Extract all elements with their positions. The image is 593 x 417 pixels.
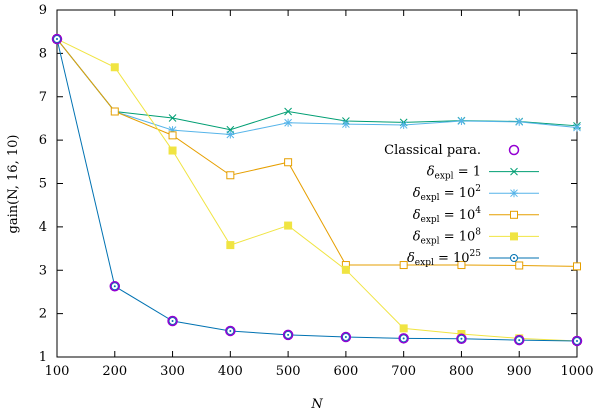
data-point xyxy=(284,330,293,339)
data-point xyxy=(571,335,583,347)
legend-entry: Classical para. xyxy=(384,143,520,158)
legend-swatch-marker xyxy=(508,144,520,156)
y-tick-label: 8 xyxy=(39,46,47,61)
x-tick-label: 700 xyxy=(391,364,416,379)
data-point xyxy=(284,158,293,167)
data-point xyxy=(284,118,293,127)
legend-entry: δexpl = 104 xyxy=(413,206,539,225)
x-tick-label: 800 xyxy=(449,364,474,379)
x-tick-label: 200 xyxy=(102,364,127,379)
data-point xyxy=(341,333,350,342)
legend-entry: δexpl = 108 xyxy=(413,227,539,246)
data-point xyxy=(53,35,61,44)
y-tick-label: 2 xyxy=(39,307,47,322)
y-tick-label: 6 xyxy=(39,133,47,148)
legend-label: δexpl = 1 xyxy=(427,165,481,182)
legend-label: δexpl = 104 xyxy=(413,206,482,225)
y-tick-label: 5 xyxy=(39,177,47,192)
x-tick-label: 300 xyxy=(160,364,185,379)
plot-frame xyxy=(56,9,578,358)
legend: Classical para. δexpl = 1 δexpl = 102 δexpl… xyxy=(384,143,539,268)
data-point xyxy=(168,114,177,122)
data-point xyxy=(573,262,581,271)
series-2 xyxy=(53,35,581,139)
legend-entry: δexpl = 1025 xyxy=(407,249,539,268)
series-4 xyxy=(53,35,581,345)
data-point xyxy=(340,331,352,343)
data-point xyxy=(168,146,177,155)
x-tick-label: 400 xyxy=(218,364,243,379)
data-point xyxy=(109,281,121,292)
data-point xyxy=(341,265,350,274)
data-point xyxy=(457,334,466,343)
y-tick-label: 1 xyxy=(39,350,47,365)
legend-swatch-marker xyxy=(510,167,518,176)
y-axis-label: gain(N, 16, 10) xyxy=(6,135,21,234)
data-point xyxy=(110,107,119,116)
y-tick-label: 7 xyxy=(39,90,47,105)
data-point xyxy=(399,334,408,343)
data-point xyxy=(226,241,235,250)
y-tick-label: 3 xyxy=(39,263,47,278)
data-point xyxy=(573,123,581,132)
x-tick-label: 500 xyxy=(276,364,301,379)
legend-swatch-marker xyxy=(510,210,518,219)
data-point xyxy=(282,329,294,341)
data-point xyxy=(515,261,524,270)
data-point xyxy=(515,336,524,345)
y-tick-label: 4 xyxy=(39,220,47,235)
legend-entry: δexpl = 1 xyxy=(427,165,539,182)
data-point xyxy=(515,117,524,126)
series-line xyxy=(56,38,578,131)
data-point xyxy=(399,261,408,270)
data-point xyxy=(226,171,235,180)
data-point xyxy=(226,130,235,139)
legend-entry: δexpl = 102 xyxy=(413,184,539,203)
data-point xyxy=(341,120,350,129)
legend-swatch-marker xyxy=(510,232,518,241)
data-point xyxy=(168,316,177,325)
data-point xyxy=(284,221,293,230)
series-layer xyxy=(51,33,583,347)
x-tick-label: 600 xyxy=(333,364,358,379)
series-line xyxy=(56,38,578,342)
legend-label: δexpl = 102 xyxy=(413,184,481,203)
series-line xyxy=(56,38,578,135)
data-point xyxy=(457,117,466,126)
x-axis-label: N xyxy=(310,397,323,412)
data-point xyxy=(399,120,408,129)
data-point xyxy=(573,336,581,345)
series-5 xyxy=(53,35,581,345)
data-point xyxy=(398,333,409,344)
data-point xyxy=(51,33,63,45)
data-point xyxy=(167,315,178,327)
legend-label: δexpl = 108 xyxy=(413,227,482,246)
data-point xyxy=(225,325,236,337)
data-point xyxy=(284,107,292,116)
series-0 xyxy=(51,33,583,347)
y-tick-label: 9 xyxy=(39,3,47,18)
data-point xyxy=(513,334,525,346)
data-point xyxy=(168,131,177,140)
data-point xyxy=(226,326,235,335)
series-line xyxy=(56,38,578,342)
x-tick-label: 1000 xyxy=(560,364,593,379)
axis-ticks: 100 200 300 400 500 600 700 800 900 1000 1 2 3 4 5 6 7 8 9 xyxy=(39,3,593,379)
series-line xyxy=(56,38,578,267)
legend-label: δexpl = 1025 xyxy=(407,249,481,268)
series-3 xyxy=(53,35,581,271)
x-tick-label: 100 xyxy=(45,364,70,379)
x-tick-label: 900 xyxy=(507,364,532,379)
data-point xyxy=(110,63,119,72)
legend-swatch-marker xyxy=(510,254,518,262)
legend-swatch-marker xyxy=(510,189,518,198)
data-point xyxy=(110,282,119,291)
data-point xyxy=(456,333,467,345)
data-point xyxy=(399,324,408,333)
legend-label: Classical para. xyxy=(384,143,481,158)
data-point xyxy=(457,261,466,270)
